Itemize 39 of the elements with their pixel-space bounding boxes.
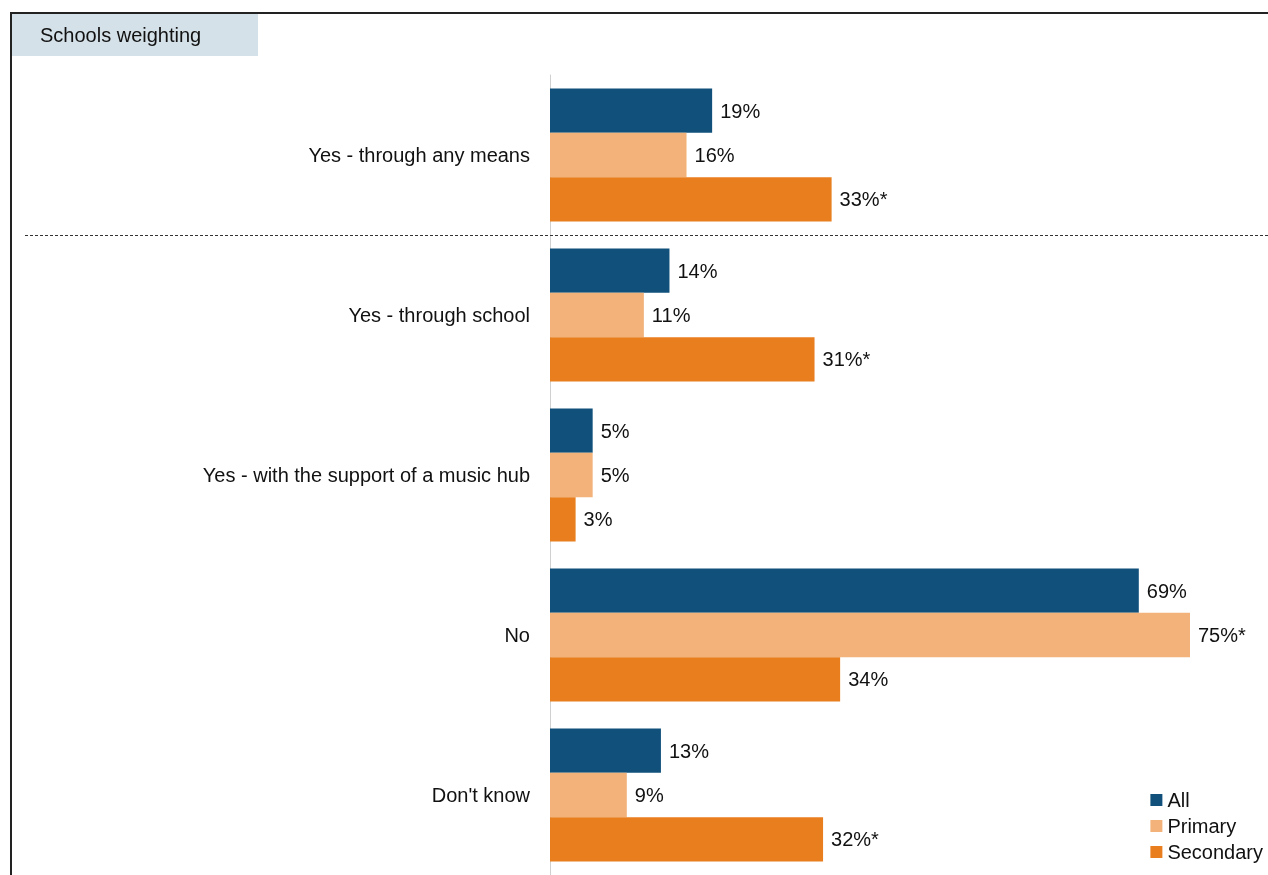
bar [550, 88, 713, 133]
data-label: 34% [848, 668, 889, 691]
data-label: 11% [651, 304, 691, 326]
bar [550, 292, 644, 338]
y-tick-label: Yes - through school [348, 304, 530, 326]
data-label: 3% [583, 508, 613, 531]
bar [550, 657, 841, 702]
data-label: 75%* [1198, 624, 1247, 646]
data-label: 33%* [839, 188, 888, 211]
bar [550, 337, 815, 382]
y-tick-label: Don't know [431, 784, 531, 806]
bar [550, 728, 661, 773]
bar [550, 177, 832, 222]
data-label: 16% [694, 144, 735, 166]
data-label: 5% [600, 419, 630, 442]
data-label: 5% [600, 464, 630, 486]
y-tick-label: Yes - with the support of a music hub [202, 464, 530, 486]
legend-label: Primary [1167, 815, 1237, 837]
bar [550, 497, 576, 542]
bar [550, 132, 687, 178]
bar [550, 772, 627, 818]
legend-label: All [1167, 789, 1190, 811]
data-label: 32%* [831, 828, 880, 851]
y-tick-label: Yes - through any means [308, 144, 530, 166]
bar [550, 817, 824, 862]
bar [550, 248, 670, 293]
data-label: 69% [1146, 579, 1188, 602]
data-label: 9% [634, 784, 664, 806]
bar [550, 452, 593, 498]
legend-label: Secondary [1167, 841, 1264, 863]
text: Schools weighting [12, 14, 258, 56]
bar [550, 408, 593, 453]
data-label: 19% [720, 99, 761, 122]
data-label: 31%* [822, 348, 871, 371]
bar [550, 612, 1190, 658]
bar [550, 568, 1139, 613]
data-label: 13% [668, 739, 710, 762]
data-label: 14% [677, 259, 718, 282]
y-tick-label: No [504, 624, 530, 646]
